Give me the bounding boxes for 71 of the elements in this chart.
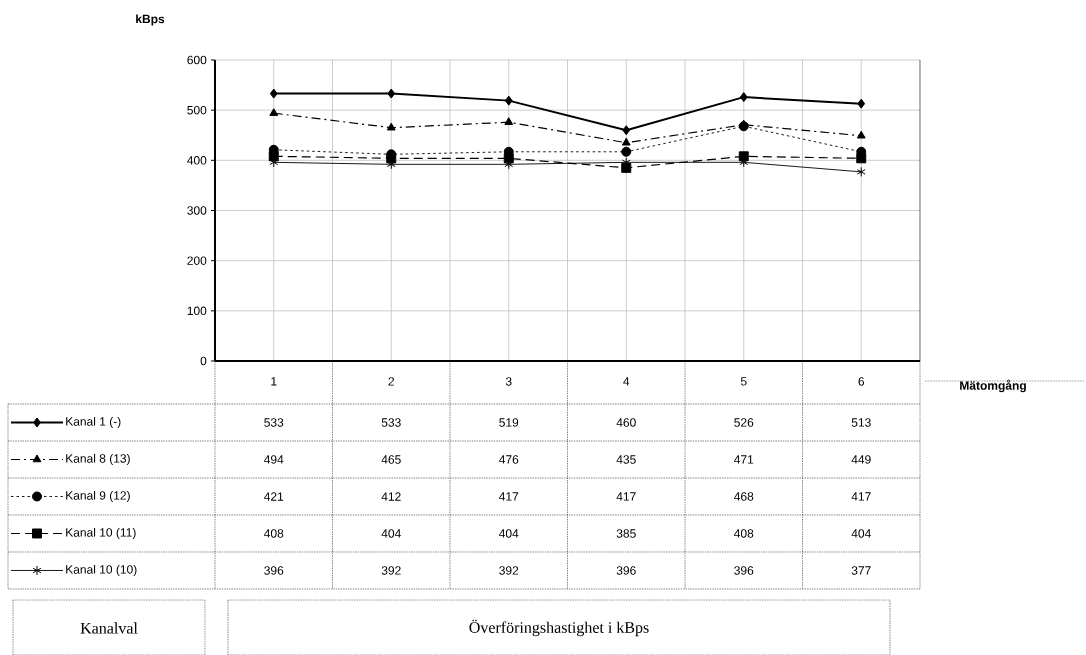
data-label: 392 [381, 566, 401, 575]
data-label: 404 [851, 529, 871, 538]
data-label: 408 [264, 529, 284, 538]
data-label: 412 [381, 492, 401, 501]
data-label: 449 [851, 455, 871, 464]
y-tick-label: 500 [187, 105, 207, 115]
text: Kanalval [80, 622, 138, 634]
x-tick-label: 4 [623, 377, 630, 386]
point [739, 92, 748, 103]
point [856, 130, 866, 139]
data-label: 417 [616, 492, 636, 501]
y-tick-label: 400 [187, 156, 207, 165]
point [738, 121, 749, 132]
data-label: 417 [851, 492, 871, 501]
point [622, 125, 631, 136]
data-label: 533 [381, 418, 401, 427]
x-tick-label: 2 [388, 377, 394, 386]
text: Överföringshastighet i kBps [469, 619, 649, 637]
point [503, 153, 514, 164]
data-label: 421 [264, 492, 284, 501]
point [738, 151, 749, 162]
point [386, 153, 397, 164]
data-label: 513 [851, 418, 871, 427]
legend-label: Kanal 10 (10) [66, 564, 137, 577]
point [386, 122, 396, 131]
data-label: 471 [734, 455, 754, 464]
data-label: 494 [264, 455, 284, 464]
point [857, 98, 866, 109]
data-label: 435 [616, 455, 636, 464]
data-label: 396 [616, 566, 636, 575]
y-tick-label: 300 [187, 206, 207, 215]
data-label: 396 [734, 566, 754, 575]
data-label: 377 [851, 566, 871, 575]
point [856, 166, 866, 177]
point [268, 151, 279, 162]
x-axis-title: Mätomgång [960, 379, 1026, 393]
data-label: 460 [616, 418, 636, 427]
x-tick-label: 1 [271, 377, 277, 386]
data-label: 465 [381, 455, 401, 464]
legend-label: Kanal 9 (12) [66, 490, 130, 503]
data-label: 392 [499, 566, 519, 575]
point [856, 153, 867, 164]
y-tick-label: 0 [200, 356, 207, 366]
data-label: 468 [734, 492, 754, 501]
data-label: 417 [499, 492, 519, 501]
point [504, 95, 513, 106]
y-tick-label: 100 [187, 306, 207, 316]
data-label: 385 [616, 529, 636, 538]
legend-label: Kanal 10 (11) [66, 527, 136, 540]
data-label: 404 [499, 529, 519, 538]
y-tick-label: 600 [187, 55, 207, 65]
point [621, 146, 632, 157]
point [504, 117, 514, 125]
legend-label: Kanal 8 (13) [66, 453, 130, 466]
data-label: 519 [499, 418, 519, 427]
y-axis-title: kBps [136, 14, 165, 26]
point [269, 108, 279, 116]
y-tick-label: 200 [187, 256, 207, 265]
data-label: 408 [734, 529, 754, 538]
data-label: 404 [381, 529, 401, 538]
point [621, 137, 631, 146]
data-label: 533 [264, 418, 284, 427]
legend-label: Kanal 1 (-) [66, 416, 121, 429]
x-tick-label: 3 [505, 377, 512, 386]
point [387, 88, 396, 99]
x-tick-label: 6 [858, 377, 865, 386]
data-label: 526 [734, 418, 754, 427]
data-label: 476 [499, 455, 519, 464]
x-tick-label: 5 [740, 377, 747, 386]
data-label: 396 [264, 566, 284, 575]
point [269, 88, 278, 99]
